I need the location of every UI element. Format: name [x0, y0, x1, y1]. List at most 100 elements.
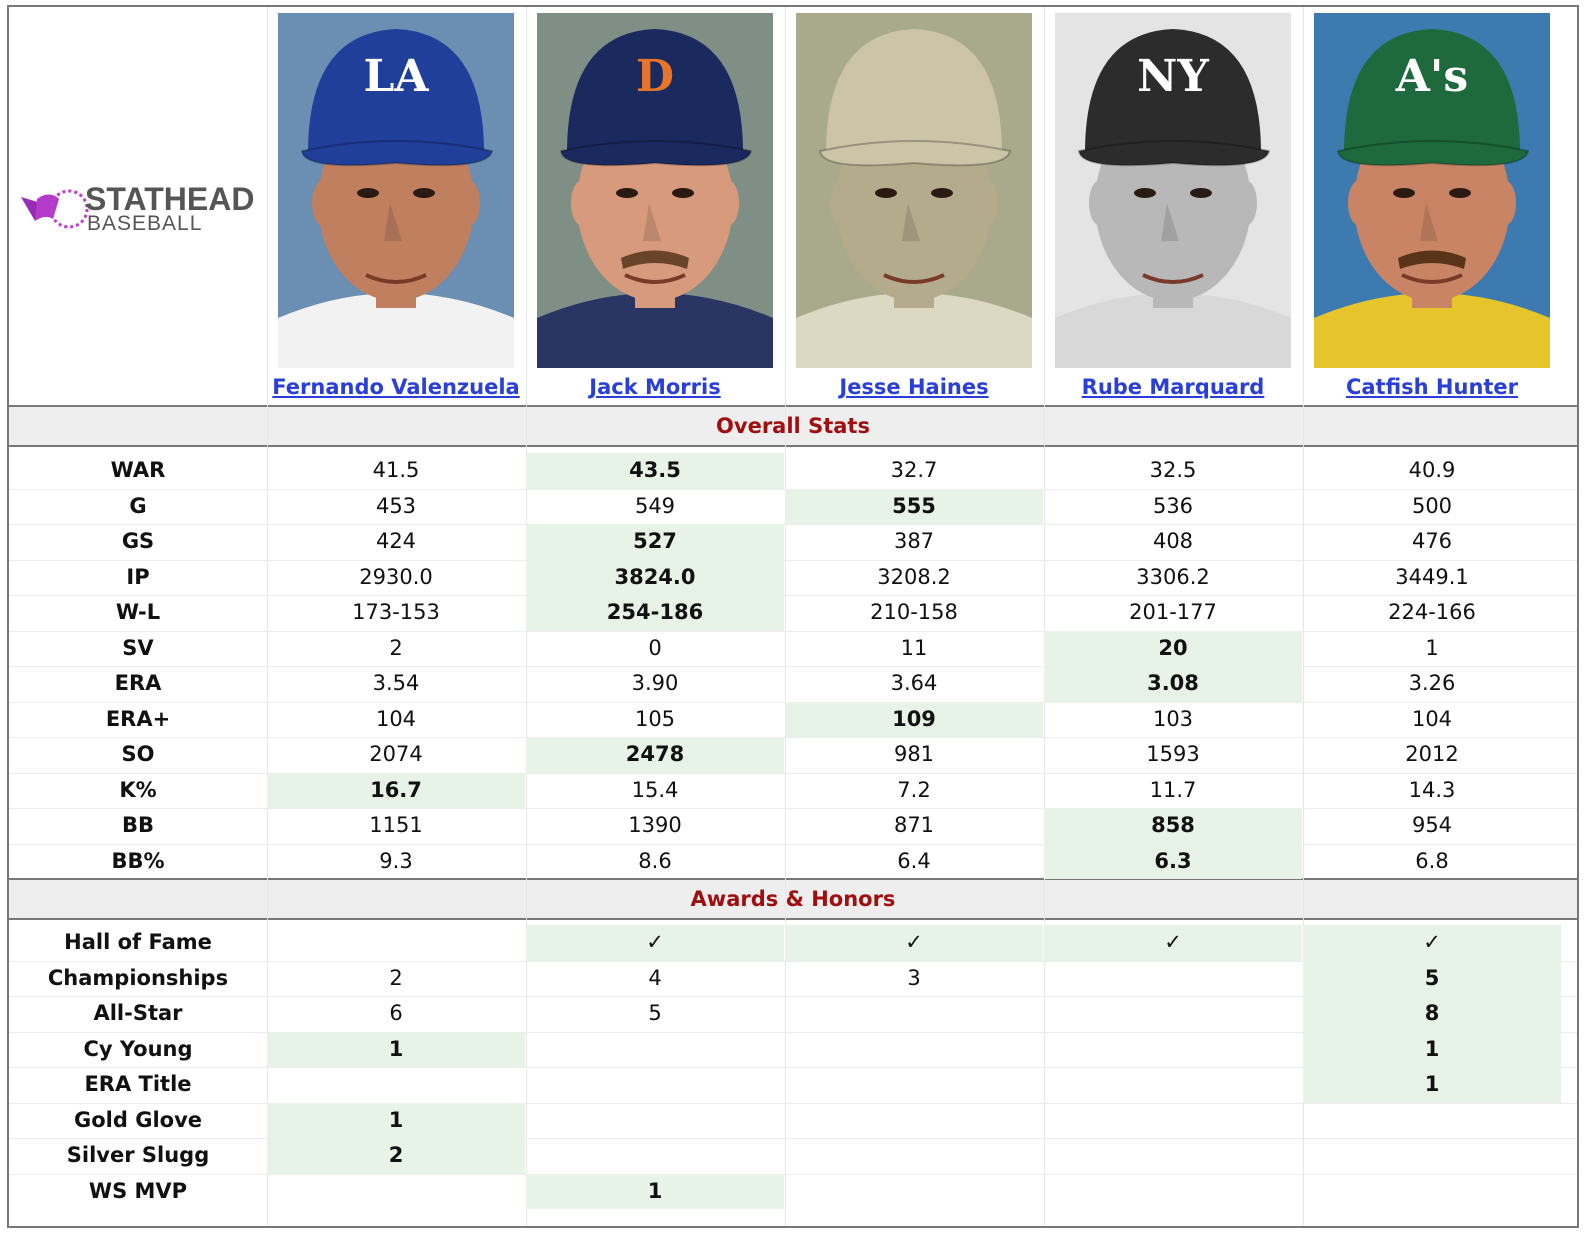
stat-cell: [785, 1138, 1043, 1174]
player-name-link[interactable]: Jack Morris: [589, 375, 721, 399]
section-overall-stats: Overall Stats: [9, 405, 1577, 447]
row-label: WS MVP: [88, 1178, 188, 1203]
stat-cell: [1044, 1032, 1302, 1068]
stathead-baseball-logo-icon: STATHEAD BASEBALL: [21, 181, 254, 235]
player-name-link[interactable]: Jesse Haines: [839, 375, 989, 399]
stat-cell: 8: [1303, 996, 1561, 1032]
svg-text:A's: A's: [1395, 51, 1468, 102]
stat-cell: [785, 1103, 1043, 1139]
row-label: ERA+: [105, 706, 171, 731]
column-divider: [267, 7, 268, 1226]
svg-text:NY: NY: [1137, 51, 1209, 102]
stat-cell: 6.3: [1044, 843, 1302, 879]
table-row: ERA Title 1: [9, 1067, 1577, 1103]
row-divider: [9, 1031, 1577, 1033]
stat-cell: [267, 1174, 525, 1210]
stat-cell: 3449.1: [1395, 564, 1469, 589]
row-divider: [9, 524, 1577, 525]
stat-cell: 43.5: [526, 453, 784, 489]
stat-cell: [1044, 996, 1302, 1032]
svg-text:D: D: [636, 51, 674, 102]
stat-cell: 1: [267, 1031, 525, 1067]
row-label: G: [129, 493, 147, 518]
section-awards-honors: Awards & Honors: [9, 878, 1577, 920]
row-label: BB%: [111, 848, 165, 873]
stat-cell: 20: [1044, 630, 1302, 666]
row-label: Hall of Fame: [64, 930, 212, 954]
brand-line2: BASEBALL: [87, 212, 202, 235]
stat-cell: 4: [648, 965, 662, 990]
stat-cell: 2012: [1405, 742, 1459, 766]
row-divider: [9, 737, 1577, 738]
player-photo[interactable]: D: [537, 13, 773, 368]
row-divider: [9, 559, 1577, 561]
stat-cell: 3824.0: [526, 559, 784, 595]
stat-cell: 104: [375, 706, 417, 731]
stat-cell: 9.3: [379, 848, 413, 873]
stat-cell: 2: [389, 965, 403, 990]
table-row: Gold Glove 1: [9, 1102, 1577, 1139]
stat-cell: ✓: [1303, 925, 1561, 961]
stat-cell: 858: [1044, 808, 1302, 844]
stat-cell: 1593: [1146, 742, 1200, 766]
stat-cell: 1151: [369, 813, 423, 837]
stat-cell: [1044, 1174, 1302, 1210]
player-portrait-icon: [796, 13, 1032, 368]
stat-cell: 2074: [369, 742, 423, 766]
stat-cell: 2: [389, 635, 403, 660]
player-photo[interactable]: NY: [1055, 13, 1291, 368]
player-photo[interactable]: [796, 13, 1032, 368]
stat-cell: [785, 1067, 1043, 1103]
stat-cell: 210-158: [870, 600, 958, 624]
stat-cell: 8.6: [638, 848, 672, 873]
stat-cell: [785, 996, 1043, 1032]
stat-cell: [1044, 1138, 1302, 1174]
row-label: Championships: [47, 965, 229, 990]
stat-cell: 3306.2: [1136, 564, 1210, 589]
stat-cell: [1044, 1067, 1302, 1103]
stat-cell: [526, 1032, 784, 1068]
table-row: ERA 3.54 3.90 3.64 3.08 3.26: [9, 666, 1577, 702]
table-row: GS 424 527 387 408 476: [9, 524, 1577, 560]
stat-cell: 40.9: [1408, 458, 1456, 482]
stat-cell: [526, 1138, 784, 1174]
stat-cell: ✓: [1044, 925, 1302, 961]
row-divider: [9, 1173, 1577, 1175]
row-label: W-L: [115, 600, 161, 624]
row-label: WAR: [110, 458, 166, 482]
stat-cell: [1303, 1138, 1561, 1174]
stat-cell: 555: [785, 488, 1043, 524]
row-divider: [9, 772, 1577, 774]
stat-cell: 16.7: [267, 772, 525, 808]
player-name-link[interactable]: Fernando Valenzuela: [272, 375, 520, 399]
stat-cell: 3.26: [1408, 671, 1456, 695]
stat-cell: 500: [1411, 493, 1453, 518]
player-photo[interactable]: A's: [1314, 13, 1550, 368]
stat-cell: [1303, 1103, 1561, 1139]
stat-cell: 1: [267, 1102, 525, 1138]
stat-cell: 453: [375, 493, 417, 518]
table-row: BB 1151 1390 871 858 954: [9, 808, 1577, 844]
stat-cell: 3.08: [1044, 666, 1302, 702]
table-row: Cy Young 1 1: [9, 1031, 1577, 1068]
stat-cell: 173-153: [352, 600, 440, 624]
table-row: SV 2 0 11 20 1: [9, 630, 1577, 666]
stat-cell: 1: [1425, 635, 1439, 660]
table-row: SO 2074 2478 981 1593 2012: [9, 737, 1577, 773]
stat-cell: 224-166: [1388, 600, 1476, 624]
row-divider: [9, 1138, 1577, 1139]
stat-cell: 5: [648, 1001, 662, 1025]
stat-cell: 5: [1303, 960, 1561, 996]
stat-cell: 105: [634, 706, 676, 731]
stat-cell: 254-186: [526, 595, 784, 631]
stathead-logo[interactable]: STATHEAD BASEBALL: [19, 179, 259, 239]
stat-cell: [267, 1067, 525, 1103]
column-divider: [785, 7, 786, 1226]
table-row: WAR 41.5 43.5 32.7 32.5 40.9: [9, 453, 1577, 489]
stat-cell: [1044, 961, 1302, 997]
row-divider: [9, 630, 1577, 632]
stat-cell: [785, 1174, 1043, 1210]
player-name-link[interactable]: Rube Marquard: [1081, 375, 1265, 399]
player-photo[interactable]: LA: [278, 13, 514, 368]
player-name-link[interactable]: Catfish Hunter: [1345, 375, 1519, 399]
